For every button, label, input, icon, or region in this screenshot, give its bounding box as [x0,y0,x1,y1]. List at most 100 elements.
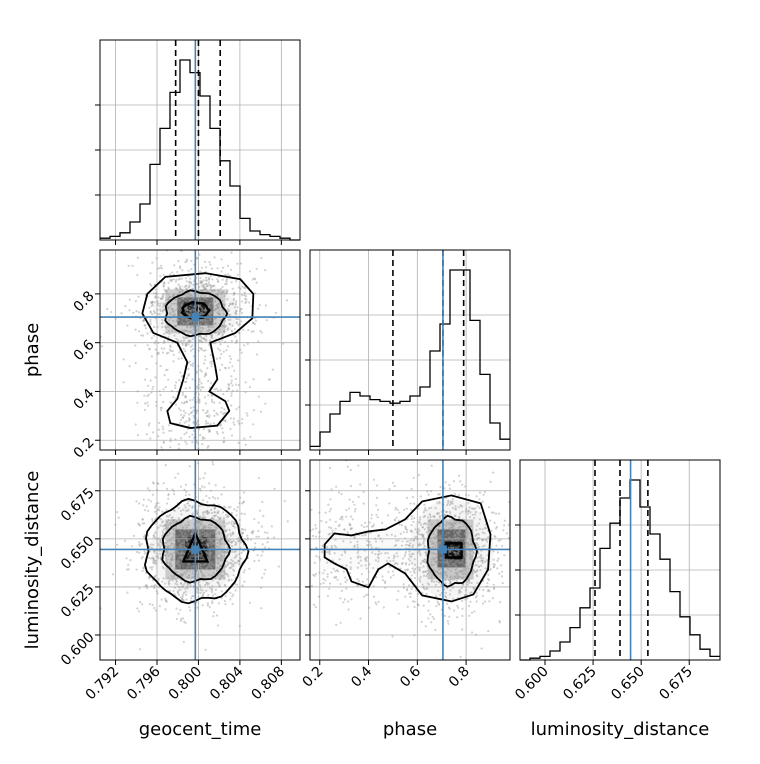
scatter-point [377,557,380,560]
scatter-point [365,594,368,597]
scatter-point [148,348,151,351]
scatter-point [175,549,178,553]
scatter-point [170,574,173,578]
scatter-point [203,294,206,297]
scatter-point [361,580,364,583]
scatter-point [161,294,165,297]
histogram-geocent_time [100,59,300,241]
scatter-point [207,326,210,329]
scatter-point [324,579,327,582]
scatter-point [206,604,209,607]
scatter-point [342,570,345,573]
scatter-point [410,517,413,521]
scatter-point [210,540,213,543]
scatter-point [231,389,234,392]
scatter-point [189,294,193,297]
scatter-point [191,555,194,559]
scatter-point [341,515,344,519]
scatter-point [348,523,351,527]
scatter-point [185,342,188,345]
scatter-point [180,340,183,343]
scatter-point [206,534,209,537]
scatter-point [227,521,231,524]
scatter-point [427,600,430,603]
scatter-point [452,524,455,527]
scatter-point [199,586,202,589]
scatter-point [472,546,475,550]
scatter-point [204,583,207,587]
scatter-point [201,539,204,542]
scatter-point [454,536,457,539]
scatter-point [343,528,346,531]
scatter-point [215,304,218,307]
scatter-point [209,319,212,322]
truth-marker [191,313,200,322]
scatter-point [170,542,173,545]
scatter-point [164,554,167,558]
scatter-point [427,583,431,586]
scatter-point [197,420,200,423]
scatter-point [210,587,213,590]
scatter-point [164,545,167,548]
scatter-point [260,257,263,260]
scatter-point [170,519,173,522]
scatter-point [179,509,183,512]
scatter-point [419,562,422,565]
scatter-point [487,578,491,582]
scatter-point [200,522,203,525]
scatter-point [234,544,237,547]
scatter-point [465,537,468,540]
scatter-point [250,330,253,333]
scatter-point [468,614,471,617]
scatter-point [432,545,435,549]
scatter-point [474,560,477,563]
scatter-point [231,384,234,387]
scatter-point [416,538,419,541]
scatter-point [156,488,159,492]
scatter-point [498,572,501,575]
scatter-point [187,542,190,546]
scatter-point [230,379,233,382]
scatter-point [329,518,332,521]
scatter-point [288,527,290,529]
scatter-point [191,532,194,535]
scatter-point [159,308,162,311]
scatter-point [416,566,419,569]
scatter-point [176,319,179,322]
scatter-point [234,555,237,558]
scatter-point [163,528,166,531]
scatter-point [213,511,216,514]
scatter-point [440,567,443,570]
scatter-point [158,421,161,424]
scatter-point [198,536,201,539]
scatter-point [420,533,423,536]
scatter-point [192,595,195,598]
scatter-point [203,530,206,534]
scatter-point [333,544,336,547]
scatter-point [171,488,174,491]
scatter-point [186,544,189,547]
scatter-point [498,621,501,624]
scatter-point [188,284,191,288]
scatter-point [199,516,202,519]
scatter-point [187,320,190,323]
scatter-point [229,318,232,321]
scatter-point [188,424,191,427]
scatter-point [198,487,202,490]
scatter-point [201,443,204,446]
scatter-point [468,563,472,566]
scatter-point [145,551,148,555]
scatter-point [241,528,245,531]
scatter-point [173,543,176,546]
scatter-point [135,500,138,503]
scatter-point [177,318,180,321]
scatter-point [433,557,437,560]
scatter-point [191,532,194,535]
scatter-point [220,554,223,557]
scatter-point [169,539,172,542]
scatter-point [465,525,468,528]
scatter-point [149,283,152,286]
scatter-point [364,534,367,537]
scatter-point [219,537,222,540]
scatter-point [437,493,440,496]
